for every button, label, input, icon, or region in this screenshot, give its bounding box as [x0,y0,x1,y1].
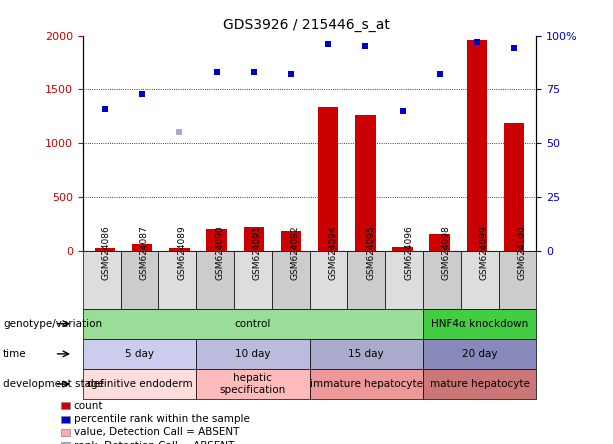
Bar [281,231,301,251]
Bar [169,248,189,251]
Bar [132,244,153,251]
Point [211,68,221,75]
Point [137,90,147,97]
Text: GDS3926 / 215446_s_at: GDS3926 / 215446_s_at [223,18,390,32]
Point [398,107,408,115]
Text: GSM624100: GSM624100 [517,225,527,280]
Text: GSM624092: GSM624092 [291,225,300,280]
Bar [430,234,450,251]
Bar [318,107,338,251]
Point [100,105,110,112]
Point [249,68,259,75]
Text: control: control [235,319,271,329]
Text: GSM624094: GSM624094 [329,225,338,280]
Text: count: count [74,401,103,411]
Text: rank, Detection Call = ABSENT: rank, Detection Call = ABSENT [74,441,234,444]
Bar [207,229,227,251]
Text: 20 day: 20 day [462,349,497,359]
Text: HNF4α knockdown: HNF4α knockdown [431,319,528,329]
Point [286,71,296,78]
Text: GSM624095: GSM624095 [367,225,375,280]
Bar [355,115,376,251]
Bar [95,248,115,251]
Point [323,40,333,48]
Point [472,39,482,46]
Text: 10 day: 10 day [235,349,270,359]
Text: time: time [3,349,27,359]
Text: hepatic
specification: hepatic specification [219,373,286,395]
Point [175,129,185,136]
Text: GSM624098: GSM624098 [442,225,451,280]
Text: GSM624091: GSM624091 [253,225,262,280]
Text: 15 day: 15 day [348,349,384,359]
Bar [392,247,413,251]
Bar [504,123,524,251]
Text: definitive endoderm: definitive endoderm [86,379,192,389]
Text: value, Detection Call = ABSENT: value, Detection Call = ABSENT [74,428,239,437]
Text: development stage: development stage [3,379,104,389]
Bar [466,40,487,251]
Bar [243,227,264,251]
Point [435,71,444,78]
Text: GSM624086: GSM624086 [102,225,111,280]
Text: genotype/variation: genotype/variation [3,319,102,329]
Text: GSM624089: GSM624089 [177,225,186,280]
Point [509,45,519,52]
Text: immature hepatocyte: immature hepatocyte [310,379,423,389]
Text: percentile rank within the sample: percentile rank within the sample [74,414,249,424]
Text: GSM624096: GSM624096 [404,225,413,280]
Text: GSM624099: GSM624099 [480,225,489,280]
Text: 5 day: 5 day [125,349,154,359]
Point [360,43,370,50]
Text: GSM624090: GSM624090 [215,225,224,280]
Text: GSM624087: GSM624087 [140,225,148,280]
Text: mature hepatocyte: mature hepatocyte [430,379,530,389]
